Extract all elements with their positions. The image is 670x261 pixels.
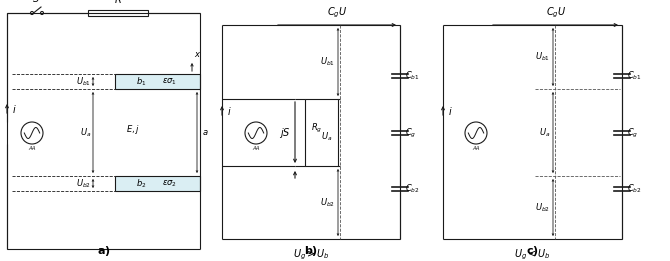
Text: $b_1$: $b_1$	[136, 75, 147, 88]
Text: $U_{b1}$: $U_{b1}$	[76, 75, 91, 88]
Text: $U_{b2}$: $U_{b2}$	[76, 177, 91, 190]
Text: $\mathbf{b)}$: $\mathbf{b)}$	[304, 244, 318, 258]
Text: $E, j$: $E, j$	[126, 123, 140, 136]
Text: $i$: $i$	[448, 105, 453, 117]
Text: $x$: $x$	[194, 50, 201, 59]
Text: $U_{b1}$: $U_{b1}$	[320, 56, 335, 68]
Text: $U_{b2}$: $U_{b2}$	[535, 201, 550, 214]
Text: $U_g<U_b$: $U_g<U_b$	[514, 248, 551, 261]
Text: $\mathbf{c)}$: $\mathbf{c)}$	[526, 244, 539, 258]
Bar	[88, 10, 148, 16]
Text: $i$: $i$	[227, 105, 232, 117]
Bar	[115, 176, 200, 191]
Text: $C_g U$: $C_g U$	[328, 5, 348, 20]
Text: $b_2$: $b_2$	[136, 177, 147, 190]
Text: AA: AA	[28, 146, 36, 151]
Text: $jS$: $jS$	[279, 126, 291, 139]
Text: $C_g$: $C_g$	[405, 126, 416, 140]
Text: AA: AA	[472, 146, 480, 151]
Text: $\mathbf{a)}$: $\mathbf{a)}$	[96, 244, 111, 258]
Text: $S$: $S$	[32, 0, 40, 4]
Text: $\varepsilon\sigma_1$: $\varepsilon\sigma_1$	[162, 76, 177, 87]
Text: $i$: $i$	[12, 103, 17, 115]
Bar	[305, 99, 338, 166]
Text: $U_g>U_b$: $U_g>U_b$	[293, 248, 330, 261]
Text: $U_{b1}$: $U_{b1}$	[535, 51, 550, 63]
Text: $U_a$: $U_a$	[321, 130, 332, 143]
Text: $U_{b2}$: $U_{b2}$	[320, 196, 335, 209]
Text: $C_g U$: $C_g U$	[546, 5, 566, 20]
Text: $R$: $R$	[114, 0, 122, 5]
Text: $U_a$: $U_a$	[80, 126, 91, 139]
Text: $U_a$: $U_a$	[539, 126, 550, 139]
Text: $C_{b2}$: $C_{b2}$	[627, 183, 642, 195]
Text: $R_g$: $R_g$	[311, 122, 322, 135]
Text: $\varepsilon\sigma_2$: $\varepsilon\sigma_2$	[162, 178, 177, 189]
Text: $C_{b1}$: $C_{b1}$	[627, 70, 642, 82]
Text: $C_{b2}$: $C_{b2}$	[405, 183, 419, 195]
Bar	[115, 74, 200, 89]
Text: $C_g$: $C_g$	[627, 126, 639, 140]
Text: $C_{b1}$: $C_{b1}$	[405, 70, 419, 82]
Text: AA: AA	[252, 146, 260, 151]
Text: $a$: $a$	[202, 128, 208, 137]
